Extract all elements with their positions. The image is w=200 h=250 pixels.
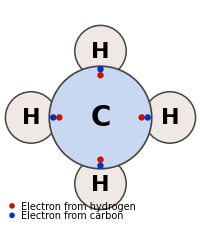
- Text: H: H: [91, 42, 109, 62]
- Circle shape: [97, 157, 103, 163]
- Text: Electron from carbon: Electron from carbon: [21, 210, 123, 220]
- Circle shape: [56, 115, 62, 121]
- Circle shape: [74, 158, 126, 210]
- Text: H: H: [22, 108, 40, 128]
- Circle shape: [9, 213, 15, 218]
- Circle shape: [50, 115, 56, 121]
- Text: H: H: [160, 108, 178, 128]
- Text: C: C: [90, 104, 110, 132]
- Circle shape: [9, 203, 15, 209]
- Circle shape: [97, 67, 103, 73]
- Text: Electron from hydrogen: Electron from hydrogen: [21, 201, 135, 211]
- Circle shape: [5, 92, 57, 144]
- Circle shape: [74, 26, 126, 78]
- Text: H: H: [91, 174, 109, 194]
- Circle shape: [97, 163, 103, 169]
- Circle shape: [97, 73, 103, 79]
- Circle shape: [144, 115, 150, 121]
- Circle shape: [143, 92, 195, 144]
- Circle shape: [138, 115, 144, 121]
- Circle shape: [49, 67, 151, 169]
